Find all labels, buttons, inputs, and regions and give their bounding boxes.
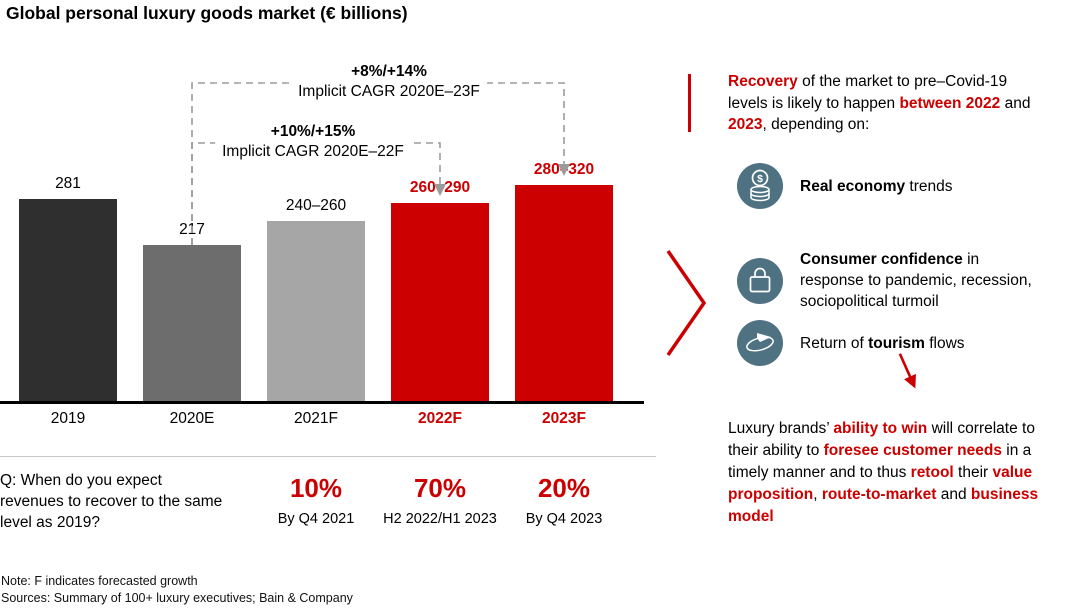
survey-pct: 20%: [537, 473, 591, 503]
bar-group-2023f: 280–320 2023F: [515, 161, 613, 427]
cagr-caption-2020-23: Implicit CAGR 2020E–23F: [298, 83, 480, 100]
intro-highlight: between 2022: [899, 94, 1001, 112]
survey-pct: 10%: [289, 473, 343, 503]
bar-2023f: [515, 185, 613, 401]
factor-rest: trends: [905, 177, 953, 195]
down-right-arrow-icon: [898, 353, 916, 389]
axis-label-2023f: 2023F: [542, 410, 586, 427]
conclusion-seg: and: [936, 486, 971, 503]
intro-text: of the market to pre–Covid-19 levels is …: [728, 73, 1008, 112]
conclusion-highlight: route-to-market: [821, 486, 937, 503]
factor-bold: Real economy: [800, 177, 906, 195]
conclusion-seg: ,: [813, 486, 822, 503]
bar-group-2019: 281 2019: [19, 175, 117, 427]
factor-real-economy: $ Real economy trends: [737, 163, 1040, 209]
survey-result-h2-2022: 70% H2 2022/H1 2023: [355, 473, 525, 527]
cagr-annotation-2020-23: +8%/+14% Implicit CAGR 2020E–23F: [291, 61, 487, 103]
factor-tourism: Return of tourism flows: [737, 320, 1040, 366]
svg-text:$: $: [757, 173, 763, 185]
cagr-caption-2020-22: Implicit CAGR 2020E–22F: [222, 143, 404, 160]
cagr-annotation-2020-22: +10%/+15% Implicit CAGR 2020E–22F: [215, 121, 411, 163]
shopping-bag-glyph: [749, 267, 771, 292]
chevron-divider-icon: [666, 250, 707, 356]
survey-when: By Q4 2021: [277, 511, 355, 527]
bar-value-2019: 281: [55, 175, 81, 192]
intro-text: , depending on:: [762, 116, 870, 133]
conclusion-highlight: ability to win: [833, 420, 928, 437]
bar-2022f: [391, 203, 489, 401]
conclusion-highlight: retool: [910, 464, 954, 481]
plane-tourism-glyph: [746, 333, 774, 352]
survey-result-q4-2023: 20% By Q4 2023: [479, 473, 649, 527]
factor-text-tourism: Return of tourism flows: [800, 333, 1040, 354]
coins-dollar-glyph: $: [750, 169, 770, 202]
shopping-bag-icon: [737, 257, 783, 304]
bar-2019: [19, 199, 117, 401]
conclusion-highlight: value proposition: [728, 464, 1033, 503]
conclusion-highlight: foresee customer needs: [823, 442, 1002, 459]
cagr-rate-2020-23: +8%/+14%: [351, 63, 427, 80]
page-title: Global personal luxury goods market (€ b…: [6, 3, 408, 23]
bar-2020e: [143, 245, 241, 401]
factor-rest: in response to pandemic, recession, soci…: [800, 251, 1032, 310]
survey-result-q4-2021: 10% By Q4 2021: [231, 473, 401, 527]
recovery-intro: Recovery of the market to pre–Covid-19 l…: [728, 71, 1040, 136]
conclusion-text: Luxury brands’ ability to win will corre…: [728, 418, 1058, 528]
bar-group-2021f: 240–260 2021F: [267, 197, 365, 427]
conclusion-seg: Luxury brands’: [728, 420, 834, 437]
factor-consumer-confidence: Consumer confidence in response to pande…: [737, 249, 1040, 312]
survey-when: H2 2022/H1 2023: [383, 511, 497, 527]
separator-line: [0, 456, 656, 457]
factor-rest: flows: [924, 334, 965, 352]
cagr-rate-2020-22: +10%/+15%: [270, 123, 356, 140]
survey-when: By Q4 2023: [525, 511, 603, 527]
red-accent-bar: [688, 74, 691, 132]
plane-tourism-icon: [737, 320, 783, 366]
axis-label-2020e: 2020E: [169, 410, 215, 427]
factor-pre: Return of: [800, 334, 869, 352]
factor-bold: Consumer confidence: [800, 251, 963, 268]
survey-pct: 70%: [413, 473, 467, 503]
bar-group-2022f: 260–290 2022F: [391, 179, 489, 427]
factor-text-consumer-confidence: Consumer confidence in response to pande…: [800, 249, 1040, 312]
intro-text: and: [1000, 94, 1031, 112]
x-axis: [0, 401, 644, 404]
intro-highlight: Recovery: [728, 73, 798, 90]
conclusion-seg: their: [953, 464, 993, 481]
axis-label-2021f: 2021F: [294, 410, 338, 427]
note-line: Note: F indicates forecasted growth: [1, 574, 198, 588]
sources-line: Sources: Summary of 100+ luxury executiv…: [1, 590, 353, 605]
bar-2021f: [267, 221, 365, 401]
axis-label-2022f: 2022F: [418, 410, 462, 427]
coins-dollar-icon: $: [737, 163, 783, 209]
footnotes: Note: F indicates forecasted growth Sour…: [1, 573, 353, 606]
factor-text-real-economy: Real economy trends: [800, 176, 1040, 197]
bar-group-2020e: 217 2020E: [143, 221, 241, 427]
conclusion-seg: in a timely manner and to thus: [728, 442, 1032, 481]
axis-label-2019: 2019: [50, 410, 86, 427]
conclusion-seg: will correlate to their ability to: [728, 420, 1035, 459]
intro-highlight: 2023: [728, 116, 763, 133]
survey-question: Q: When do you expect revenues to recove…: [0, 472, 223, 531]
factor-bold: tourism: [868, 334, 925, 352]
conclusion-highlight: business model: [728, 486, 1039, 525]
bar-value-2021f: 240–260: [285, 197, 347, 214]
